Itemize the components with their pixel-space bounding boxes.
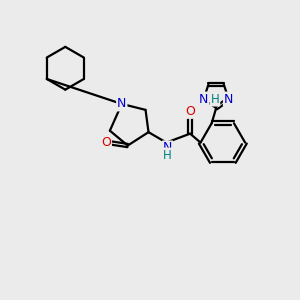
Text: H: H xyxy=(163,148,172,162)
Text: N: N xyxy=(163,141,172,154)
Text: O: O xyxy=(185,105,195,118)
Text: O: O xyxy=(101,136,111,149)
Text: N: N xyxy=(224,93,233,106)
Text: N: N xyxy=(117,98,127,110)
Text: H: H xyxy=(211,93,219,106)
Text: N: N xyxy=(199,93,208,106)
